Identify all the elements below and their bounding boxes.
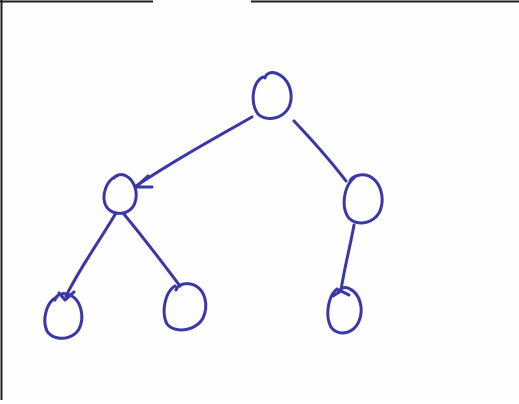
node-right-child bbox=[342, 173, 384, 225]
edge-left-child-left-left-grandchild bbox=[64, 211, 118, 298]
edge-root-left-child bbox=[134, 115, 254, 188]
node-left-child bbox=[102, 173, 138, 215]
node-left-left-grandchild bbox=[43, 292, 84, 340]
edge-root-right-child bbox=[292, 119, 348, 183]
arrowhead-right-left-grandchild bbox=[331, 289, 351, 298]
node-root bbox=[251, 71, 293, 120]
arrowhead-left-left-grandchild bbox=[57, 290, 76, 302]
edge-right-child-right-left-grandchild bbox=[339, 223, 356, 292]
node-left-right-grandchild bbox=[162, 282, 208, 332]
arrowhead-left-child bbox=[134, 174, 154, 189]
node-right-left-grandchild bbox=[326, 286, 363, 335]
edge-left-child-left-right-grandchild bbox=[121, 211, 182, 288]
